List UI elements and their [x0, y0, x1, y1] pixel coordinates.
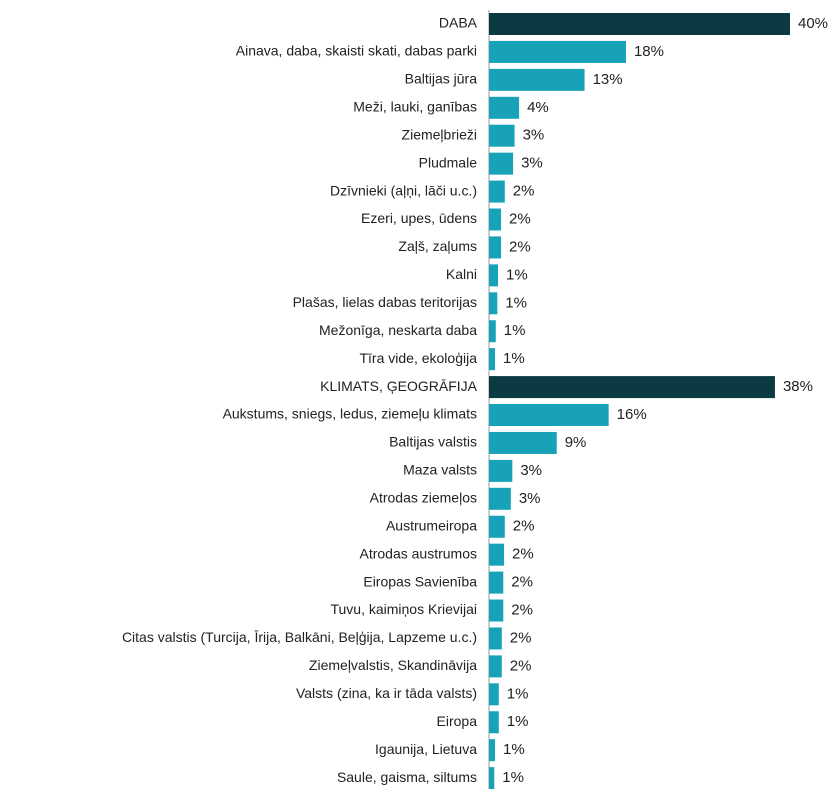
value-label: 3% [521, 155, 543, 172]
value-label: 38% [783, 378, 813, 395]
category-label: Ziemeļvalstis, Skandināvija [309, 657, 477, 673]
value-label: 2% [513, 183, 535, 200]
category-label: Ziemeļbrieži [402, 126, 477, 142]
category-label: Zaļš, zaļums [398, 238, 477, 254]
value-label: 40% [798, 15, 828, 32]
value-label: 3% [520, 462, 542, 479]
value-label: 2% [511, 601, 533, 618]
value-label: 1% [503, 350, 525, 367]
value-label: 4% [527, 99, 549, 116]
category-label: Eiropas Savienība [363, 573, 477, 589]
category-label: Kalni [446, 266, 477, 282]
bar [489, 767, 495, 789]
value-label: 3% [519, 490, 541, 507]
value-label: 2% [509, 238, 531, 255]
category-label: Igaunija, Lietuva [375, 741, 477, 757]
value-label: 1% [503, 741, 525, 758]
bar [489, 571, 504, 594]
value-label: 3% [523, 127, 545, 144]
category-label: KLIMATS, ĢEOGRĀFIJA [320, 378, 478, 394]
bar [489, 180, 505, 203]
bar [489, 739, 496, 762]
bar [489, 40, 626, 63]
category-label: Meži, lauki, ganības [353, 98, 477, 114]
value-label: 16% [617, 406, 647, 423]
value-label: 13% [593, 71, 623, 88]
bar [489, 348, 496, 371]
category-label: Baltijas valstis [389, 434, 477, 450]
category-label: Pludmale [419, 154, 478, 170]
value-label: 1% [505, 294, 527, 311]
bar [489, 236, 502, 259]
bar [489, 599, 504, 622]
bar [489, 320, 496, 343]
category-label: Plašas, lielas dabas teritorijas [293, 294, 477, 310]
value-label: 1% [507, 685, 529, 702]
bar [489, 208, 502, 231]
bar [489, 543, 505, 566]
value-label: 18% [634, 43, 664, 60]
bar [489, 13, 790, 35]
value-label: 2% [513, 518, 535, 535]
category-label: Maza valsts [403, 462, 477, 478]
bar [489, 376, 775, 399]
bar [489, 96, 520, 119]
bar [489, 152, 514, 175]
value-label: 1% [506, 266, 528, 283]
category-label: Aukstums, sniegs, ledus, ziemeļu klimats [223, 406, 477, 422]
bar [489, 711, 499, 734]
category-label: DABA [439, 15, 478, 31]
category-label: Tīra vide, ekoloģija [359, 350, 477, 366]
category-label: Valsts (zina, ka ir tāda valsts) [296, 685, 477, 701]
category-label: Eiropa [437, 713, 478, 729]
category-label: Citas valstis (Turcija, Īrija, Balkāni, … [122, 629, 477, 645]
value-label: 2% [512, 546, 534, 563]
category-label: Dzīvnieki (aļņi, lāči u.c.) [330, 182, 477, 198]
category-label: Mežonīga, neskarta daba [319, 322, 477, 338]
bar [489, 264, 499, 287]
bar [489, 459, 513, 482]
bar [489, 404, 609, 427]
category-label: Saule, gaisma, siltums [337, 769, 477, 785]
bar [489, 655, 502, 678]
bar [489, 431, 557, 454]
category-label: Atrodas austrumos [360, 545, 478, 561]
category-label: Baltijas jūra [405, 71, 478, 87]
bar [489, 487, 511, 510]
bar [489, 627, 502, 650]
value-label: 9% [565, 434, 587, 451]
bar [489, 292, 498, 315]
value-label: 1% [504, 322, 526, 339]
value-label: 2% [509, 210, 531, 227]
bar [489, 68, 585, 91]
category-label: Austrumeiropa [386, 517, 477, 533]
value-label: 2% [510, 657, 532, 674]
bar [489, 515, 505, 538]
category-label: Tuvu, kaimiņos Krievijai [330, 601, 477, 617]
category-label: Ezeri, upes, ūdens [361, 210, 477, 226]
value-label: 1% [502, 769, 524, 786]
category-label: Atrodas ziemeļos [370, 490, 477, 506]
value-label: 1% [507, 713, 529, 730]
bar [489, 683, 499, 706]
value-label: 2% [511, 574, 533, 591]
value-label: 2% [510, 629, 532, 646]
category-label: Ainava, daba, skaisti skati, dabas parki [236, 43, 477, 59]
bar [489, 124, 515, 147]
